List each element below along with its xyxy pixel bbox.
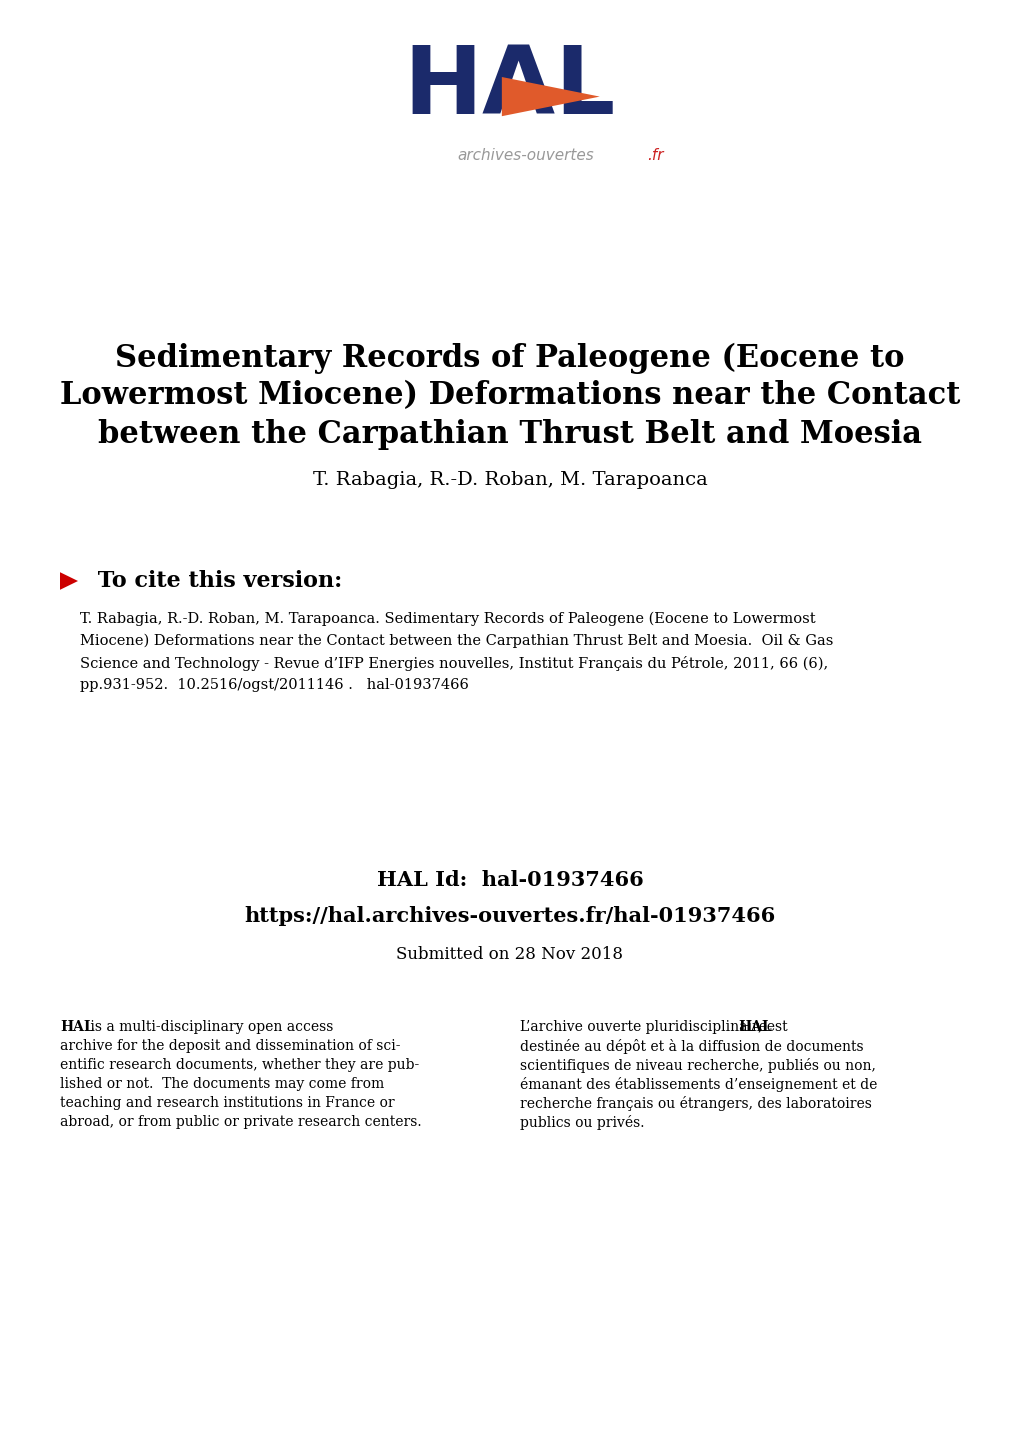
Text: destinée au dépôt et à la diffusion de documents: destinée au dépôt et à la diffusion de d… — [520, 1040, 863, 1054]
Text: scientifiques de niveau recherche, publiés ou non,: scientifiques de niveau recherche, publi… — [520, 1058, 875, 1073]
Polygon shape — [60, 572, 77, 590]
Text: lished or not.  The documents may come from: lished or not. The documents may come fr… — [60, 1077, 384, 1092]
Text: HAL: HAL — [404, 42, 615, 134]
Text: is a multi-disciplinary open access: is a multi-disciplinary open access — [86, 1019, 333, 1034]
Polygon shape — [501, 76, 599, 117]
Text: L’archive ouverte pluridisciplinaire: L’archive ouverte pluridisciplinaire — [520, 1019, 770, 1034]
Text: HAL Id:  hal-01937466: HAL Id: hal-01937466 — [376, 870, 643, 890]
Text: archive for the deposit and dissemination of sci-: archive for the deposit and disseminatio… — [60, 1040, 400, 1053]
Text: émanant des établissements d’enseignement et de: émanant des établissements d’enseignemen… — [520, 1077, 876, 1092]
Text: teaching and research institutions in France or: teaching and research institutions in Fr… — [60, 1096, 394, 1110]
Text: T. Rabagia, R.-D. Roban, M. Tarapoanca. Sedimentary Records of Paleogene (Eocene: T. Rabagia, R.-D. Roban, M. Tarapoanca. … — [79, 611, 815, 626]
Text: publics ou privés.: publics ou privés. — [520, 1115, 644, 1131]
Text: Lowermost Miocene) Deformations near the Contact: Lowermost Miocene) Deformations near the… — [60, 381, 959, 411]
Text: Submitted on 28 Nov 2018: Submitted on 28 Nov 2018 — [396, 946, 623, 963]
Text: https://hal.archives-ouvertes.fr/hal-01937466: https://hal.archives-ouvertes.fr/hal-019… — [245, 906, 774, 926]
Text: entific research documents, whether they are pub-: entific research documents, whether they… — [60, 1058, 419, 1071]
Text: , est: , est — [757, 1019, 787, 1034]
Text: abroad, or from public or private research centers.: abroad, or from public or private resear… — [60, 1115, 421, 1129]
Text: recherche français ou étrangers, des laboratoires: recherche français ou étrangers, des lab… — [520, 1096, 871, 1110]
Text: HAL: HAL — [738, 1019, 770, 1034]
Text: Miocene) Deformations near the Contact between the Carpathian Thrust Belt and Mo: Miocene) Deformations near the Contact b… — [79, 634, 833, 649]
Text: To cite this version:: To cite this version: — [90, 570, 342, 593]
Text: HAL: HAL — [60, 1019, 94, 1034]
Text: Science and Technology - Revue d’IFP Energies nouvelles, Institut Français du Pé: Science and Technology - Revue d’IFP Ene… — [79, 656, 827, 671]
Text: between the Carpathian Thrust Belt and Moesia: between the Carpathian Thrust Belt and M… — [98, 418, 921, 450]
Text: pp.931-952.  10.2516/ogst/2011146 .   hal-01937466: pp.931-952. 10.2516/ogst/2011146 . hal-0… — [79, 678, 469, 692]
Text: Sedimentary Records of Paleogene (Eocene to: Sedimentary Records of Paleogene (Eocene… — [115, 342, 904, 373]
Text: T. Rabagia, R.-D. Roban, M. Tarapoanca: T. Rabagia, R.-D. Roban, M. Tarapoanca — [312, 472, 707, 489]
Text: archives-ouvertes: archives-ouvertes — [457, 149, 593, 163]
Text: .fr: .fr — [646, 149, 662, 163]
